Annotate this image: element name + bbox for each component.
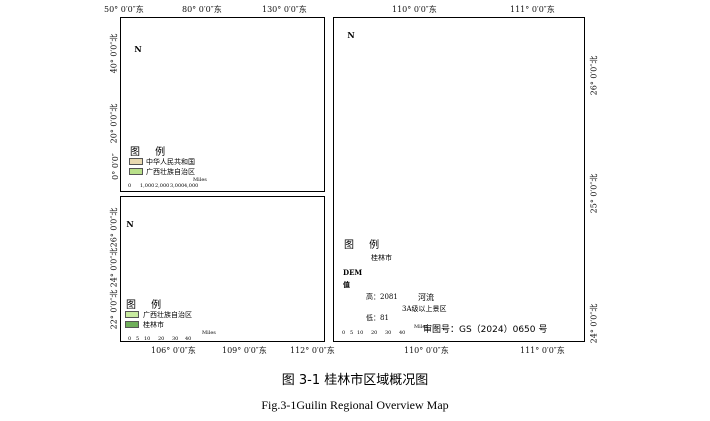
guilin-right-coord-1: 26° 0′0″北: [589, 55, 599, 96]
figure-caption-en: Fig.3-1Guilin Regional Overview Map: [261, 398, 449, 412]
guangxi-scale-3: 20: [158, 336, 165, 342]
guangxi-bottom-coord-3: 112° 0′0″东: [290, 346, 335, 355]
guangxi-north-label: N: [126, 219, 134, 229]
guilin-scale-5: 40: [399, 330, 406, 336]
guangxi-left-coord-1: 26° 0′0″北: [109, 207, 119, 248]
guilin-panel: [333, 17, 585, 342]
guangxi-scale-0: 0: [128, 336, 132, 342]
guilin-scale-unit: Miles: [414, 324, 428, 330]
guilin-scale-3: 20: [371, 330, 378, 336]
guangxi-scale-1: 5: [136, 336, 140, 342]
china-scale-4: 4,000: [184, 183, 199, 189]
china-panel: [120, 17, 325, 192]
guilin-low-label: 低：81: [366, 314, 389, 322]
figure-caption-cn: 图 3-1 桂林市区域概况图: [281, 373, 429, 388]
china-legend-swatch-1: [129, 158, 143, 165]
guangxi-scale-unit: Miles: [202, 330, 216, 336]
china-top-coord-3: 130° 0′0″东: [262, 5, 307, 14]
china-scale-2: 2,000: [155, 183, 170, 189]
guilin-legend-title: 图 例: [344, 240, 386, 251]
china-scale-0: 0: [128, 183, 132, 189]
guangxi-legend-label-1: 广西壮族自治区: [143, 311, 192, 319]
guilin-scale-0: 0: [342, 330, 346, 336]
china-top-coord-2: 80° 0′0″东: [182, 5, 222, 14]
guangxi-scale-2: 10: [144, 336, 151, 342]
china-left-coord-3: 0° 0′0″: [110, 153, 120, 180]
guilin-value-label: 值: [343, 280, 350, 289]
guangxi-legend-swatch-2: [125, 321, 139, 328]
china-left-coord-1: 40° 0′0″北: [109, 33, 119, 74]
guilin-scale-4: 30: [385, 330, 392, 336]
guilin-bottom-coord-1: 110° 0′0″东: [404, 346, 449, 355]
guangxi-bottom-coord-1: 106° 0′0″东: [151, 346, 196, 355]
china-legend-swatch-2: [129, 168, 143, 175]
guilin-bottom-coord-2: 111° 0′0″东: [520, 346, 565, 355]
china-top-coord-1: 50° 0′0″东: [104, 5, 144, 14]
china-legend-title: 图 例: [130, 147, 172, 158]
china-north-label: N: [134, 44, 142, 54]
guangxi-left-coord-2: 24° 0′0″北: [109, 247, 119, 288]
guangxi-scale-5: 40: [185, 336, 192, 342]
guilin-scale-1: 5: [350, 330, 354, 336]
guilin-top-coord-1: 110° 0′0″东: [392, 5, 437, 14]
guilin-north-label: N: [347, 30, 355, 40]
china-legend-label-2: 广西壮族自治区: [146, 168, 195, 176]
china-scale-1: 1,000: [140, 183, 155, 189]
guangxi-legend-label-2: 桂林市: [143, 321, 164, 329]
guangxi-left-coord-3: 22° 0′0″北: [109, 289, 119, 330]
guangxi-panel: [120, 196, 325, 342]
guilin-high-label: 高：2081: [366, 293, 398, 301]
guilin-top-coord-2: 111° 0′0″东: [510, 5, 555, 14]
guangxi-legend-title: 图 例: [126, 300, 168, 311]
guilin-scenic-label: 3A级以上景区: [402, 305, 447, 313]
guangxi-scale-4: 30: [172, 336, 179, 342]
guangxi-bottom-coord-2: 109° 0′0″东: [222, 346, 267, 355]
guilin-scale-2: 10: [357, 330, 364, 336]
approval-number: 审图号：GS（2024）0650 号: [423, 325, 548, 335]
china-scale-unit: Miles: [193, 177, 207, 183]
guilin-dem-label: DEM: [343, 268, 363, 277]
guilin-river-label: 河流: [418, 293, 434, 302]
guilin-right-coord-2: 25° 0′0″北: [589, 173, 599, 214]
china-scale-3: 3,000: [170, 183, 185, 189]
guangxi-legend-swatch-1: [125, 311, 139, 318]
guilin-boundary-label: 桂林市: [371, 254, 392, 262]
china-left-coord-2: 20° 0′0″北: [109, 103, 119, 144]
guilin-right-coord-3: 24° 0′0″北: [589, 303, 599, 344]
china-legend-label-1: 中华人民共和国: [146, 158, 195, 166]
